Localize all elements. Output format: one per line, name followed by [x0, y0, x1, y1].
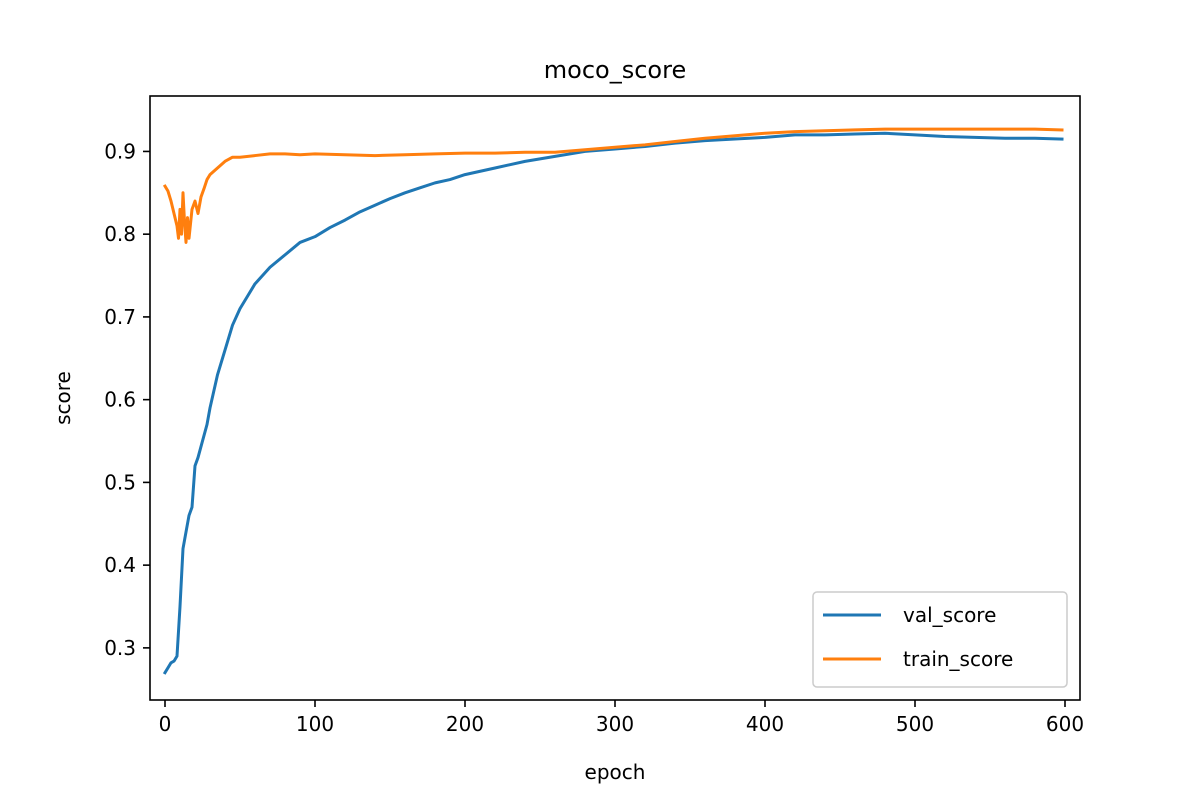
plot-area [162, 127, 1064, 675]
x-tick-label: 200 [446, 712, 484, 736]
x-tick-label: 600 [1046, 712, 1084, 736]
x-tick-label: 300 [596, 712, 634, 736]
series-line-val-score [162, 131, 1064, 675]
y-tick-label: 0.8 [104, 222, 136, 246]
y-axis-label: score [51, 371, 75, 425]
x-tick-label: 500 [896, 712, 934, 736]
y-tick-label: 0.3 [104, 636, 136, 660]
x-tick-label: 400 [746, 712, 784, 736]
y-tick-label: 0.6 [104, 388, 136, 412]
legend-label-train-score: train_score [903, 647, 1013, 671]
x-tick-label: 100 [296, 712, 334, 736]
y-tick-label: 0.5 [104, 470, 136, 494]
legend-label-val-score: val_score [903, 603, 996, 627]
y-tick-label: 0.4 [104, 553, 136, 577]
axes: 0 100 200 300 400 500 600 0.3 0.4 0.5 0.6 0.7 0.8 0.9 [104, 95, 1084, 736]
y-tick-label: 0.7 [104, 305, 136, 329]
series-line-train-score [162, 127, 1064, 244]
legend: val_score train_score [812, 591, 1068, 688]
chart-title: moco_score [544, 56, 686, 84]
y-tick-label: 0.9 [104, 139, 136, 163]
x-tick-label: 0 [159, 712, 172, 736]
x-axis-label: epoch [585, 760, 646, 784]
